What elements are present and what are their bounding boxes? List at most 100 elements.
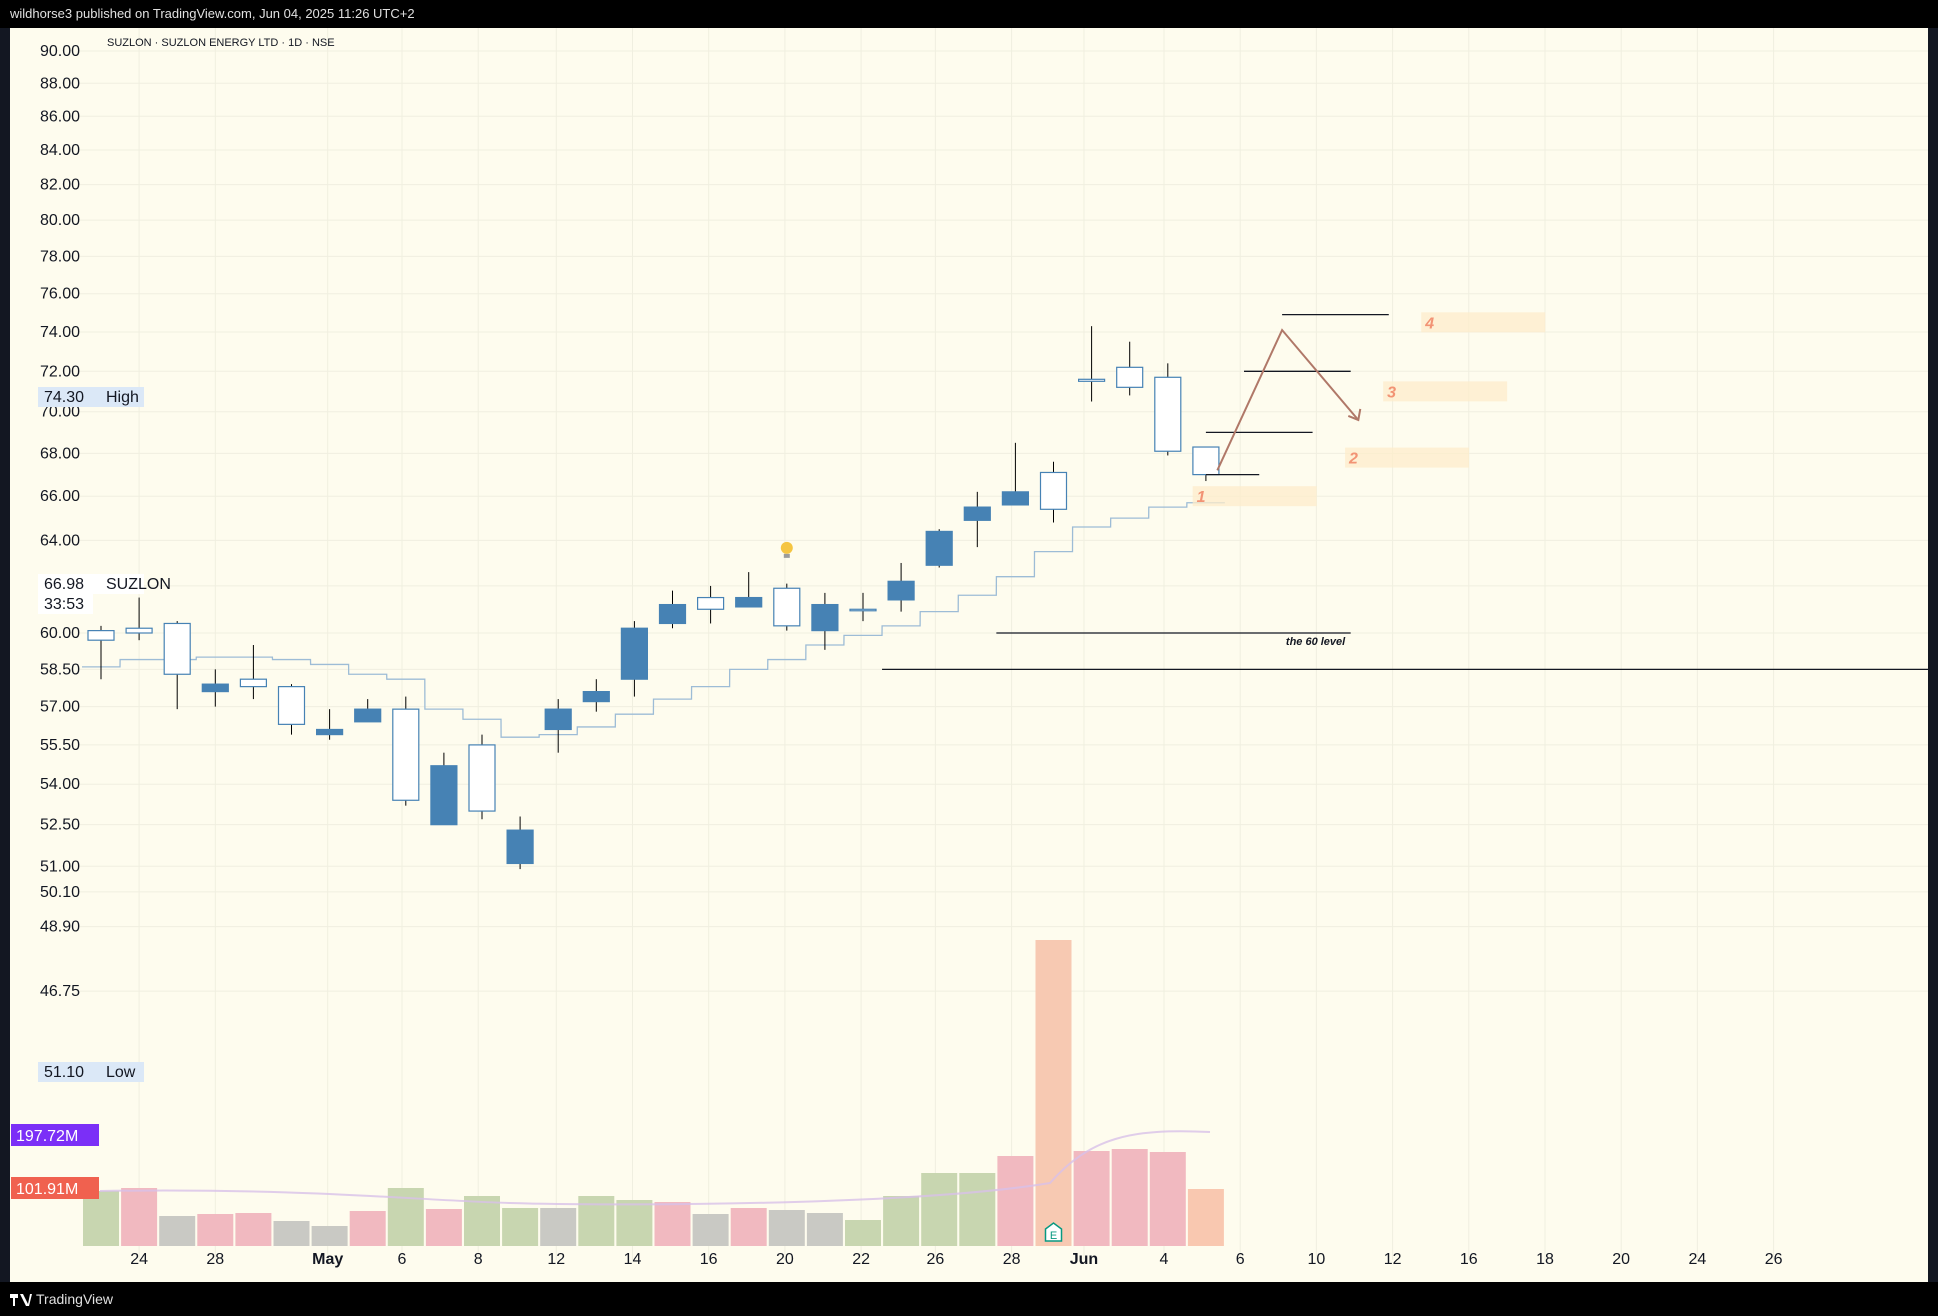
y-tick-label: 57.00 bbox=[40, 699, 80, 716]
y-tick-label: 80.00 bbox=[40, 212, 80, 229]
volume-bar bbox=[273, 1221, 310, 1246]
volume-bar bbox=[235, 1213, 272, 1246]
label-number-4: 4 bbox=[1424, 315, 1434, 332]
y-tick-label: 60.00 bbox=[40, 625, 80, 642]
x-tick-label: Jun bbox=[1070, 1251, 1098, 1268]
x-tick-label: 26 bbox=[1765, 1251, 1783, 1268]
candle-body bbox=[582, 690, 610, 703]
volume-bar bbox=[349, 1211, 386, 1246]
label-box-4 bbox=[1421, 312, 1546, 333]
volume-bar bbox=[159, 1216, 196, 1246]
x-tick-label: 18 bbox=[1536, 1251, 1554, 1268]
price-label-bg bbox=[38, 594, 93, 614]
x-tick-label: 8 bbox=[474, 1251, 483, 1268]
candle-body bbox=[1154, 376, 1182, 452]
y-tick-label: 46.75 bbox=[40, 983, 80, 1000]
price-label-bg bbox=[38, 387, 144, 407]
volume-bar bbox=[464, 1196, 500, 1246]
volume-bar bbox=[959, 1173, 996, 1246]
price-label-text: Low bbox=[106, 1064, 136, 1081]
candle-body bbox=[87, 630, 115, 641]
candle-body bbox=[506, 829, 534, 865]
volume-bar bbox=[83, 1191, 119, 1246]
volume-bar bbox=[1149, 1152, 1186, 1246]
volume-bar bbox=[425, 1209, 462, 1246]
y-tick-label: 50.10 bbox=[40, 884, 80, 901]
x-tick-label: 28 bbox=[1003, 1251, 1021, 1268]
volume-bar bbox=[730, 1208, 767, 1246]
candle-body bbox=[316, 728, 344, 736]
tradingview-logo-icon bbox=[10, 1294, 32, 1307]
price-labels: 74.30 High 66.98 SUZLON 33:53 51.10 Low 197.72M… bbox=[11, 387, 171, 1199]
y-tick-label: 82.00 bbox=[40, 177, 80, 194]
price-label-value: 33:53 bbox=[44, 596, 84, 613]
publish-header: wildhorse3 published on TradingView.com,… bbox=[0, 0, 1938, 28]
arrow-head bbox=[1347, 408, 1362, 422]
y-tick-label: 66.00 bbox=[40, 488, 80, 505]
candle-body bbox=[696, 596, 725, 610]
volume-bar bbox=[616, 1200, 653, 1246]
y-tick-label: 86.00 bbox=[40, 108, 80, 125]
label-box-1 bbox=[1192, 486, 1317, 507]
candle-body bbox=[354, 708, 382, 723]
price-label-bg bbox=[38, 1062, 144, 1082]
x-tick-label: 20 bbox=[1612, 1251, 1630, 1268]
x-tick-label: 22 bbox=[852, 1251, 870, 1268]
y-tick-label: 64.00 bbox=[40, 532, 80, 549]
projection-arrow[interactable] bbox=[1216, 328, 1360, 471]
earnings-icon-letter: E bbox=[1050, 1230, 1057, 1242]
x-tick-label: 26 bbox=[926, 1251, 944, 1268]
volume-bar bbox=[197, 1214, 234, 1246]
chart-title: SUZLON · SUZLON ENERGY LTD · 1D · NSE bbox=[107, 37, 335, 49]
x-tick-label: 24 bbox=[130, 1251, 148, 1268]
candle-body bbox=[735, 596, 763, 608]
x-tick-label: 12 bbox=[547, 1251, 565, 1268]
x-tick-label: 10 bbox=[1307, 1251, 1325, 1268]
volume-bar bbox=[311, 1226, 348, 1246]
candle-body bbox=[773, 587, 801, 627]
candle-body bbox=[201, 683, 229, 693]
volume-bar bbox=[921, 1173, 958, 1246]
x-tick-label: 28 bbox=[206, 1251, 224, 1268]
footer-brand: TradingView bbox=[36, 1291, 114, 1307]
drawing-tools[interactable]: the 60 level 1 2 3 4 E bbox=[780, 312, 1928, 1242]
label-number-1: 1 bbox=[1197, 489, 1206, 506]
trailing-stop-line bbox=[82, 502, 1225, 738]
y-tick-label: 76.00 bbox=[40, 286, 80, 303]
candle-body bbox=[430, 765, 458, 826]
volume-bar bbox=[1111, 1149, 1148, 1246]
x-tick-label: 20 bbox=[776, 1251, 794, 1268]
candle-body bbox=[1039, 471, 1068, 510]
y-tick-label: 74.00 bbox=[40, 324, 80, 341]
volume-bar bbox=[1187, 1189, 1224, 1246]
price-label-value: 74.30 bbox=[44, 389, 84, 406]
price-label-text: SUZLON bbox=[106, 576, 171, 593]
y-tick-label: 70.00 bbox=[40, 404, 80, 421]
x-tick-label: 14 bbox=[624, 1251, 642, 1268]
volume-label-bg bbox=[11, 1177, 99, 1199]
volume-bar bbox=[883, 1196, 920, 1246]
volume-label-bg bbox=[11, 1124, 99, 1146]
candle-body bbox=[125, 627, 153, 634]
volume-bar bbox=[1073, 1151, 1110, 1246]
earnings-icon[interactable] bbox=[1044, 1222, 1063, 1242]
label-box-2 bbox=[1345, 447, 1470, 468]
candle-body bbox=[963, 506, 991, 521]
volume-label-value: 197.72M bbox=[16, 1128, 78, 1145]
candle-body bbox=[849, 608, 877, 612]
candle-body bbox=[468, 744, 496, 812]
candle-body bbox=[658, 603, 687, 625]
candle-body bbox=[163, 622, 191, 675]
candle-body bbox=[1116, 366, 1144, 388]
volume-bar bbox=[1035, 940, 1072, 1246]
y-tick-label: 55.50 bbox=[40, 737, 80, 754]
y-tick-label: 72.00 bbox=[40, 363, 80, 380]
volume-ma-line bbox=[99, 1130, 1211, 1206]
lightbulb-icon[interactable] bbox=[780, 541, 793, 554]
candle-body bbox=[277, 686, 306, 725]
y-tick-label: 68.00 bbox=[40, 445, 80, 462]
footer-bar: TradingView bbox=[0, 1282, 1938, 1316]
y-axis: 90.00 88.00 86.00 84.00 82.00 80.00 78.00 76.00… bbox=[40, 43, 80, 1000]
price-label-value: 51.10 bbox=[44, 1064, 84, 1081]
